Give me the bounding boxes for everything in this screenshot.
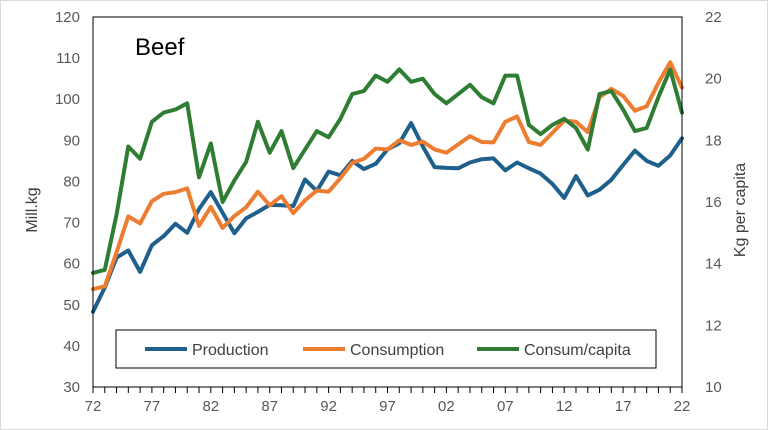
x-axis-tick-label: 17 xyxy=(615,398,632,415)
x-axis-tick-label: 72 xyxy=(85,398,102,415)
right-axis-tick-label: 16 xyxy=(705,194,722,211)
left-axis-tick-label: 30 xyxy=(63,379,80,396)
left-axis-tick-label: 50 xyxy=(63,297,80,314)
right-axis-tick-labels: 10 12 14 16 18 20 22 xyxy=(705,9,722,396)
right-axis-tick-label: 22 xyxy=(705,9,722,26)
left-axis-tick-label: 60 xyxy=(63,256,80,273)
right-axis-tick-label: 12 xyxy=(705,317,722,334)
x-axis-tick-label: 12 xyxy=(556,398,573,415)
x-axis-tick-label: 92 xyxy=(320,398,337,415)
x-axis-tick-label: 22 xyxy=(674,398,691,415)
left-axis-title: Mill.kg xyxy=(24,187,41,232)
left-axis-tick-label: 120 xyxy=(55,9,80,26)
x-axis-tick-label: 07 xyxy=(497,398,514,415)
x-axis-tick-label: 82 xyxy=(202,398,219,415)
left-axis-tick-labels: 30 40 50 60 70 80 90 100 110 120 xyxy=(55,9,80,396)
x-axis-tick-label: 87 xyxy=(261,398,278,415)
legend-label-production: Production xyxy=(192,342,269,359)
x-axis-tick-label: 02 xyxy=(438,398,455,415)
legend: Production Consumption Consum/capita xyxy=(115,329,657,369)
left-axis-tick-label: 70 xyxy=(63,215,80,232)
right-axis-tick-label: 10 xyxy=(705,379,722,396)
series-line-consum-capita xyxy=(91,67,684,275)
axes xyxy=(92,16,683,393)
left-axis-tick-label: 40 xyxy=(63,338,80,355)
x-axis-tick-labels: 72 77 82 87 92 97 02 07 12 17 22 xyxy=(85,398,691,415)
series-line-consumption xyxy=(91,60,684,292)
x-axis-tick-label: 97 xyxy=(379,398,396,415)
x-axis-tick-label: 77 xyxy=(144,398,161,415)
legend-box xyxy=(115,329,657,369)
right-axis-tick-label: 20 xyxy=(705,71,722,88)
chart-title: Beef xyxy=(135,34,185,61)
series-lines xyxy=(91,60,684,314)
left-axis-tick-label: 90 xyxy=(63,132,80,149)
legend-label-consum-capita: Consum/capita xyxy=(524,342,631,359)
left-axis-tick-label: 80 xyxy=(63,173,80,190)
legend-label-consumption: Consumption xyxy=(350,342,444,359)
left-axis-tick-label: 110 xyxy=(56,50,80,67)
right-axis-title: Kg per capita xyxy=(732,163,749,257)
left-axis-tick-label: 100 xyxy=(55,91,80,108)
right-axis-tick-label: 14 xyxy=(705,256,722,273)
right-axis-tick-label: 18 xyxy=(705,132,722,149)
